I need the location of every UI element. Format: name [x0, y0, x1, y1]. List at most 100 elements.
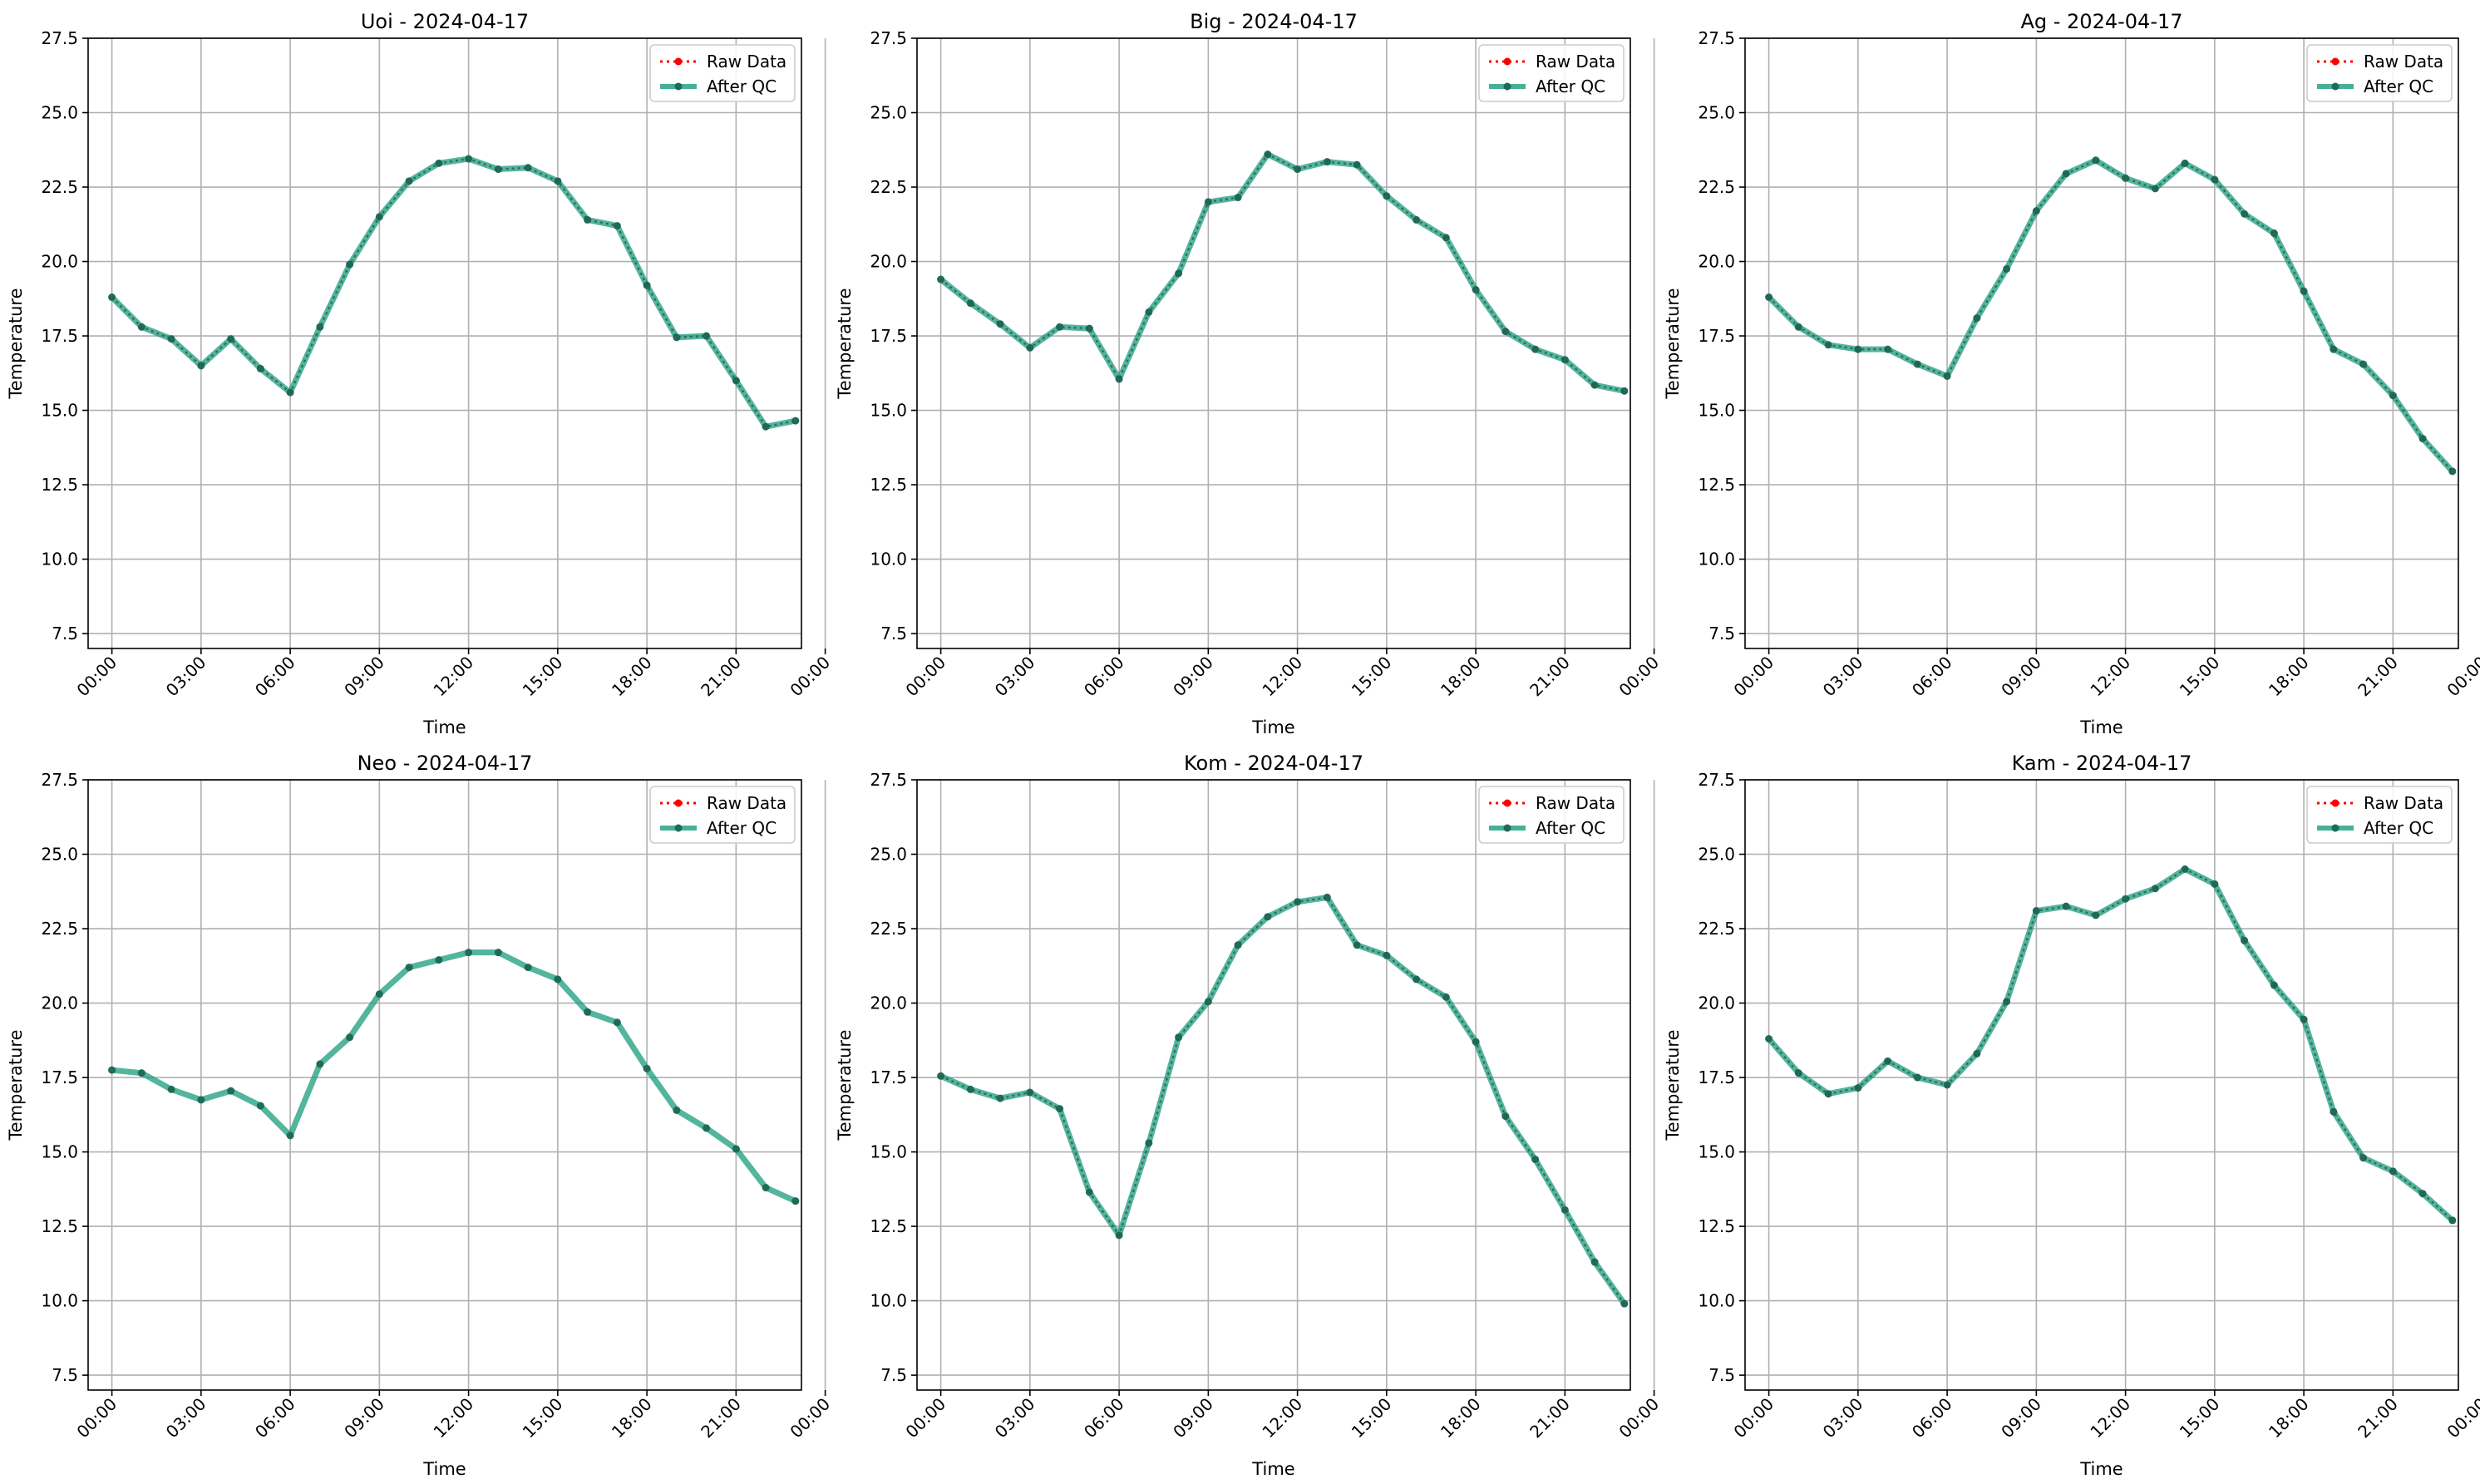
y-tick-label: 7.5 — [52, 624, 78, 643]
y-tick-label: 17.5 — [870, 1067, 907, 1087]
x-tick-label: 15:00 — [2176, 653, 2224, 701]
x-tick-label: 00:00 — [786, 1394, 834, 1442]
x-tick-label: 03:00 — [1819, 1394, 1867, 1442]
x-axis-label: Time — [422, 1459, 466, 1479]
y-tick-label: 22.5 — [870, 177, 907, 197]
chart-title: Uoi - 2024-04-17 — [361, 10, 529, 33]
legend: Raw Data After QC — [1478, 786, 1625, 844]
y-tick-label: 7.5 — [880, 1365, 907, 1385]
y-tick-label: 27.5 — [870, 28, 907, 48]
x-tick-label: 06:00 — [1080, 1394, 1128, 1442]
after-qc-point — [584, 1008, 592, 1016]
y-tick-label: 22.5 — [870, 919, 907, 939]
series-line-after-qc — [1766, 865, 2456, 1224]
y-tick-label: 12.5 — [41, 1216, 78, 1236]
y-tick-label: 15.0 — [1698, 401, 1735, 421]
x-tick-label: 21:00 — [2354, 653, 2402, 701]
chart-panel-5: 7.5 10.0 12.5 15.0 17.5 20.0 22.5 25.0 27.5 00:00… — [835, 752, 1663, 1479]
x-tick-label: 12:00 — [2086, 1394, 2134, 1442]
y-tick-label: 22.5 — [1698, 177, 1735, 197]
after-qc-point — [732, 1145, 740, 1153]
x-tick-label: 09:00 — [1997, 653, 2045, 701]
x-tick-label: 00:00 — [786, 653, 834, 701]
x-tick-label: 15:00 — [1348, 653, 1396, 701]
legend-label-raw-data: Raw Data — [1536, 793, 1615, 813]
y-tick-label: 17.5 — [1698, 326, 1735, 346]
x-axis-label: Time — [1251, 717, 1294, 737]
x-tick-label: 00:00 — [72, 653, 121, 701]
x-tick-label: 15:00 — [1348, 1394, 1396, 1442]
x-tick-label: 18:00 — [2265, 653, 2313, 701]
after-qc-point — [197, 1096, 205, 1104]
axes-frame — [1744, 37, 2459, 649]
y-tick-label: 25.0 — [1698, 845, 1735, 865]
y-tick-label: 10.0 — [1698, 1291, 1735, 1311]
y-tick-label: 20.0 — [41, 993, 78, 1013]
after-qc-point — [167, 1085, 175, 1093]
x-tick-label: 06:00 — [1080, 653, 1128, 701]
y-tick-label: 15.0 — [41, 1142, 78, 1162]
grid — [917, 779, 1655, 1390]
x-tick-label: 03:00 — [162, 653, 210, 701]
x-tick-label: 12:00 — [1258, 653, 1306, 701]
x-tick-label: 18:00 — [1437, 1394, 1485, 1442]
x-tick-label: 03:00 — [162, 1394, 210, 1442]
series-line-after-qc — [109, 155, 799, 430]
x-tick-label: 12:00 — [1258, 1394, 1306, 1442]
y-tick-label: 27.5 — [1698, 770, 1735, 790]
x-tick-label: 06:00 — [1908, 653, 1956, 701]
y-tick-label: 17.5 — [41, 326, 78, 346]
y-tick-label: 27.5 — [41, 28, 78, 48]
after-qc-point — [703, 1124, 711, 1132]
y-axis-label: Temperature — [835, 1029, 855, 1141]
after-qc-point — [405, 964, 413, 972]
after-qc-point — [2270, 229, 2278, 238]
y-tick-label: 20.0 — [870, 993, 907, 1013]
x-tick-label: 06:00 — [251, 653, 299, 701]
axes-frame — [916, 779, 1631, 1391]
legend-label-raw-data: Raw Data — [707, 52, 786, 71]
x-tick-label: 21:00 — [2354, 1394, 2402, 1442]
y-tick-label: 20.0 — [1698, 252, 1735, 272]
x-tick-label: 00:00 — [901, 1394, 949, 1442]
y-tick-label: 17.5 — [1698, 1067, 1735, 1087]
axes-frame — [87, 779, 802, 1391]
x-tick-label: 03:00 — [991, 653, 1039, 701]
legend-label-after-qc: After QC — [2364, 818, 2433, 838]
grid — [88, 779, 826, 1390]
x-tick-label: 12:00 — [429, 653, 477, 701]
chart-title: Big - 2024-04-17 — [1190, 10, 1358, 33]
after-qc-point — [791, 417, 800, 425]
legend-label-after-qc: After QC — [1536, 818, 1605, 838]
y-tick-label: 10.0 — [870, 1291, 907, 1311]
after-qc-point — [1294, 898, 1302, 906]
x-tick-label: 09:00 — [1997, 1394, 2045, 1442]
x-tick-label: 21:00 — [697, 1394, 745, 1442]
series-line-raw-data — [940, 896, 1625, 1304]
y-axis-label: Temperature — [6, 288, 26, 399]
x-axis-label: Time — [422, 717, 466, 737]
grid — [1745, 779, 2458, 1390]
axes-frame — [1744, 779, 2459, 1391]
y-tick-label: 25.0 — [870, 845, 907, 865]
legend-label-raw-data: Raw Data — [707, 793, 786, 813]
after-qc-point — [996, 1094, 1004, 1102]
x-axis-label: Time — [2079, 1459, 2123, 1479]
after-qc-point — [613, 222, 621, 230]
y-axis-label: Temperature — [1663, 288, 1683, 399]
y-tick-label: 12.5 — [1698, 1216, 1735, 1236]
after-qc-point — [1056, 1105, 1064, 1113]
y-axis-label: Temperature — [1663, 1029, 1683, 1141]
legend: Raw Data After QC — [649, 786, 796, 844]
y-tick-label: 17.5 — [41, 1067, 78, 1087]
y-tick-label: 25.0 — [41, 103, 78, 123]
y-tick-label: 20.0 — [1698, 993, 1735, 1013]
y-tick-label: 10.0 — [1698, 550, 1735, 569]
x-tick-label: 21:00 — [1526, 653, 1574, 701]
y-tick-label: 7.5 — [1708, 624, 1735, 643]
x-tick-label: 00:00 — [2443, 653, 2480, 701]
grid — [1745, 37, 2458, 648]
x-tick-label: 00:00 — [1615, 653, 1663, 701]
y-tick-label: 15.0 — [41, 401, 78, 421]
